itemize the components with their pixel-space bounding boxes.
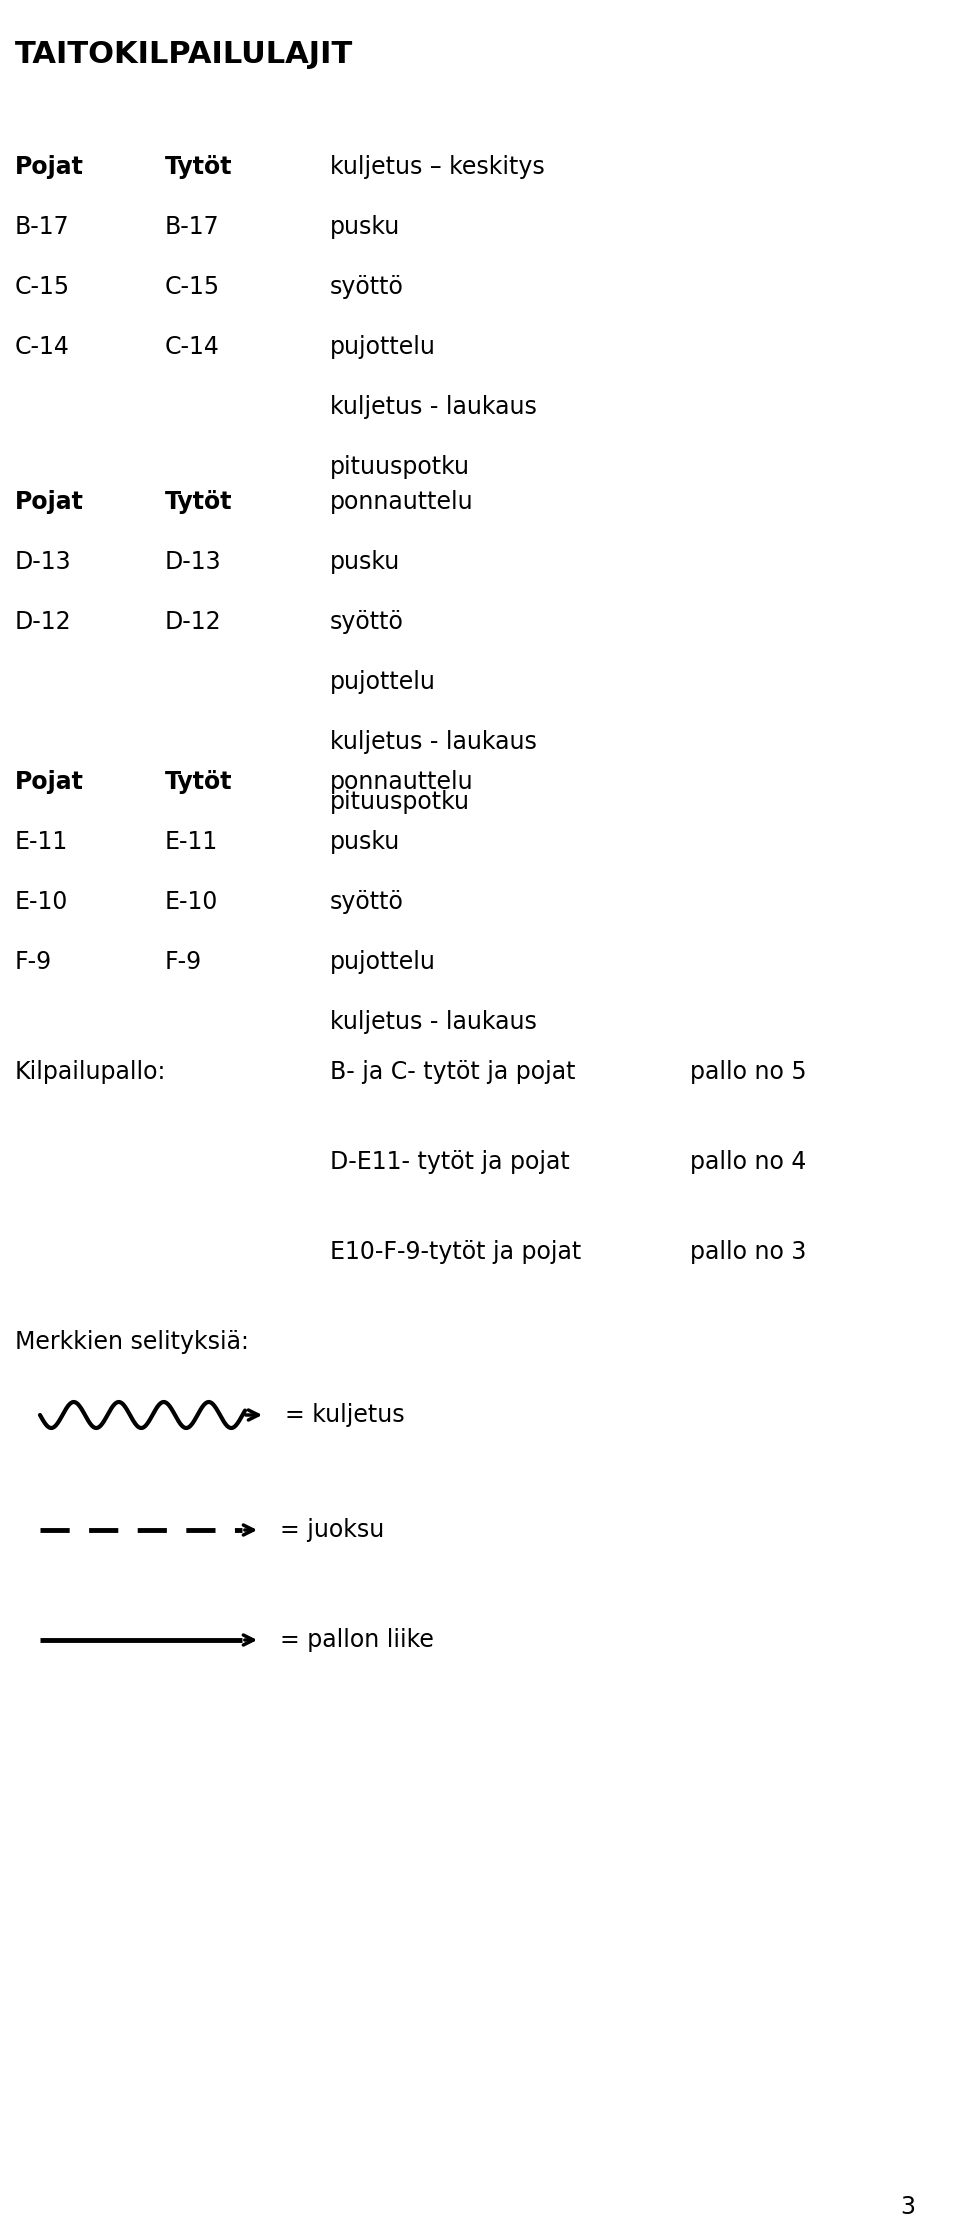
Text: E-11: E-11: [15, 830, 68, 855]
Text: B-17: B-17: [165, 215, 220, 239]
Text: pallo no 5: pallo no 5: [690, 1061, 806, 1083]
Text: C-14: C-14: [165, 336, 220, 358]
Text: pallo no 4: pallo no 4: [690, 1150, 806, 1175]
Text: pujottelu: pujottelu: [330, 336, 436, 358]
Text: pituuspotku: pituuspotku: [330, 790, 470, 815]
Text: D-13: D-13: [165, 551, 222, 573]
Text: Tytöt: Tytöt: [165, 490, 232, 515]
Text: = juoksu: = juoksu: [280, 1517, 384, 1542]
Text: kuljetus – keskitys: kuljetus – keskitys: [330, 154, 544, 179]
Text: syöttö: syöttö: [330, 891, 404, 913]
Text: E10-F-9-tytöt ja pojat: E10-F-9-tytöt ja pojat: [330, 1240, 581, 1264]
Text: D-E11- tytöt ja pojat: D-E11- tytöt ja pojat: [330, 1150, 569, 1175]
Text: C-15: C-15: [165, 275, 220, 300]
Text: Tytöt: Tytöt: [165, 770, 232, 794]
Text: E-10: E-10: [15, 891, 68, 913]
Text: pusku: pusku: [330, 551, 400, 573]
Text: B- ja C- tytöt ja pojat: B- ja C- tytöt ja pojat: [330, 1061, 575, 1083]
Text: Pojat: Pojat: [15, 154, 84, 179]
Text: E-11: E-11: [165, 830, 218, 855]
Text: kuljetus - laukaus: kuljetus - laukaus: [330, 394, 537, 419]
Text: E-10: E-10: [165, 891, 218, 913]
Text: C-15: C-15: [15, 275, 70, 300]
Text: ponnauttelu: ponnauttelu: [330, 490, 473, 515]
Text: = pallon liike: = pallon liike: [280, 1627, 434, 1652]
Text: D-12: D-12: [165, 611, 222, 633]
Text: Tytöt: Tytöt: [165, 154, 232, 179]
Text: pusku: pusku: [330, 215, 400, 239]
Text: pallo no 3: pallo no 3: [690, 1240, 806, 1264]
Text: pusku: pusku: [330, 830, 400, 855]
Text: pujottelu: pujottelu: [330, 669, 436, 694]
Text: Kilpailupallo:: Kilpailupallo:: [15, 1061, 166, 1083]
Text: B-17: B-17: [15, 215, 70, 239]
Text: syöttö: syöttö: [330, 275, 404, 300]
Text: C-14: C-14: [15, 336, 70, 358]
Text: F-9: F-9: [165, 949, 203, 974]
Text: ponnauttelu: ponnauttelu: [330, 770, 473, 794]
Text: Merkkien selityksiä:: Merkkien selityksiä:: [15, 1329, 249, 1354]
Text: Pojat: Pojat: [15, 490, 84, 515]
Text: TAITOKILPAILULAJIT: TAITOKILPAILULAJIT: [15, 40, 353, 69]
Text: kuljetus - laukaus: kuljetus - laukaus: [330, 730, 537, 754]
Text: F-9: F-9: [15, 949, 52, 974]
Text: syöttö: syöttö: [330, 611, 404, 633]
Text: pituuspotku: pituuspotku: [330, 454, 470, 479]
Text: D-12: D-12: [15, 611, 72, 633]
Text: = kuljetus: = kuljetus: [285, 1403, 404, 1428]
Text: kuljetus - laukaus: kuljetus - laukaus: [330, 1009, 537, 1034]
Text: D-13: D-13: [15, 551, 72, 573]
Text: 3: 3: [900, 2195, 915, 2220]
Text: Pojat: Pojat: [15, 770, 84, 794]
Text: pujottelu: pujottelu: [330, 949, 436, 974]
